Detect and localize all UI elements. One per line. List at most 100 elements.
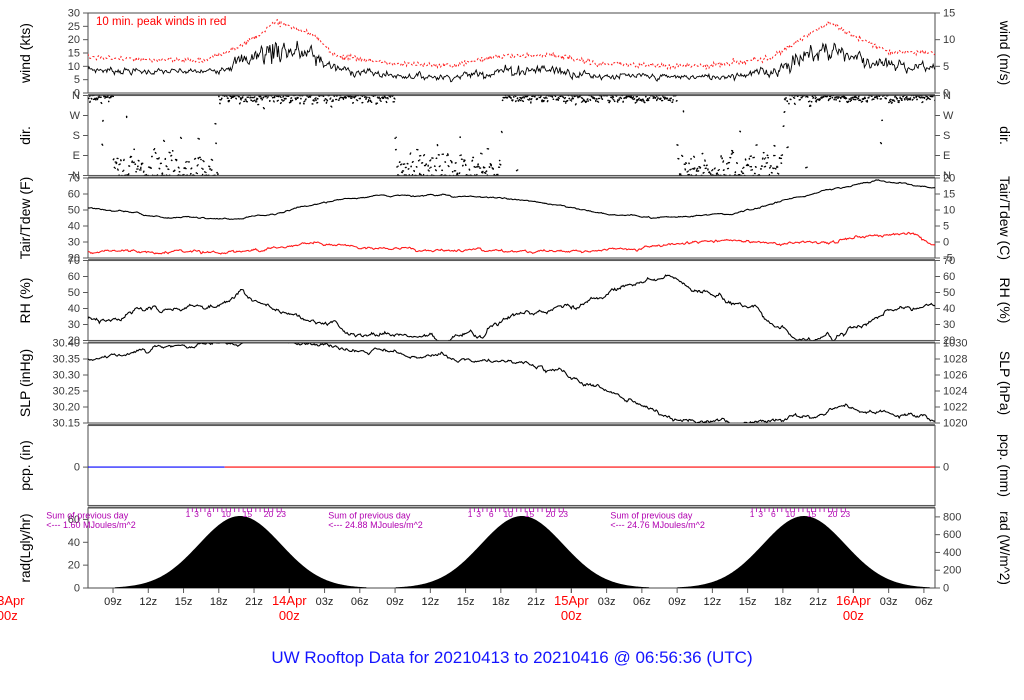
svg-text:18z: 18z: [492, 596, 510, 608]
svg-text:3: 3: [194, 509, 199, 519]
svg-text:12z: 12z: [421, 596, 439, 608]
svg-text:30: 30: [943, 319, 955, 331]
svg-text:16Apr: 16Apr: [836, 593, 871, 608]
svg-text:pcp. (in): pcp. (in): [17, 440, 33, 491]
svg-text:10 min. peak winds in red: 10 min. peak winds in red: [96, 16, 226, 28]
svg-text:21z: 21z: [245, 596, 263, 608]
svg-text:30.30: 30.30: [52, 370, 80, 382]
svg-text:RH (%): RH (%): [997, 278, 1013, 324]
svg-text:70: 70: [68, 255, 80, 267]
svg-text:rad (W/m^2): rad (W/m^2): [997, 511, 1012, 585]
svg-text:30.15: 30.15: [52, 418, 80, 430]
svg-text:1028: 1028: [943, 354, 967, 366]
svg-text:S: S: [943, 130, 950, 142]
svg-text:20: 20: [264, 509, 274, 519]
svg-text:N: N: [72, 90, 80, 102]
svg-text:10: 10: [943, 205, 955, 217]
svg-text:23: 23: [277, 509, 287, 519]
svg-text:1: 1: [186, 509, 191, 519]
svg-text:1030: 1030: [943, 338, 967, 350]
svg-text:1026: 1026: [943, 370, 967, 382]
svg-text:60: 60: [943, 271, 955, 283]
svg-text:15: 15: [525, 509, 535, 519]
svg-text:W: W: [70, 110, 81, 122]
svg-text:1020: 1020: [943, 418, 967, 430]
svg-text:10: 10: [221, 509, 231, 519]
svg-text:06z: 06z: [351, 596, 369, 608]
svg-text:dir.: dir.: [17, 126, 33, 145]
svg-text:70: 70: [943, 255, 955, 267]
svg-text:15: 15: [68, 48, 80, 60]
svg-text:25: 25: [68, 21, 80, 33]
svg-text:pcp. (mm): pcp. (mm): [997, 434, 1013, 497]
svg-text:200: 200: [943, 565, 961, 577]
svg-text:20: 20: [68, 34, 80, 46]
svg-text:15z: 15z: [457, 596, 475, 608]
svg-text:20: 20: [68, 560, 80, 572]
svg-text:1024: 1024: [943, 386, 967, 398]
svg-text:Tair/Tdew (F): Tair/Tdew (F): [17, 177, 33, 259]
svg-text:E: E: [73, 150, 80, 162]
svg-text:600: 600: [943, 529, 961, 541]
svg-text:E: E: [943, 150, 950, 162]
svg-text:S: S: [73, 130, 80, 142]
svg-text:6: 6: [489, 509, 494, 519]
svg-text:800: 800: [943, 511, 961, 523]
svg-text:Sum of previous day: Sum of previous day: [610, 511, 693, 521]
svg-text:30.40: 30.40: [52, 338, 80, 350]
svg-text:Sum of previous day: Sum of previous day: [328, 511, 411, 521]
svg-text:13Apr: 13Apr: [0, 593, 25, 608]
svg-text:20: 20: [828, 509, 838, 519]
svg-text:30.35: 30.35: [52, 354, 80, 366]
svg-text:30.25: 30.25: [52, 386, 80, 398]
svg-text:0: 0: [943, 462, 949, 474]
svg-text:3: 3: [758, 509, 763, 519]
svg-text:00z: 00z: [843, 608, 864, 623]
svg-text:09z: 09z: [104, 596, 122, 608]
svg-text:00z: 00z: [279, 608, 300, 623]
svg-text:21z: 21z: [527, 596, 545, 608]
svg-text:21z: 21z: [809, 596, 827, 608]
svg-text:06z: 06z: [633, 596, 651, 608]
svg-text:40: 40: [68, 537, 80, 549]
svg-text:30: 30: [68, 8, 80, 20]
svg-text:5: 5: [74, 74, 80, 86]
svg-text:03z: 03z: [598, 596, 616, 608]
svg-text:40: 40: [68, 303, 80, 315]
svg-text:<--- 24.88 MJoules/m^2: <--- 24.88 MJoules/m^2: [328, 520, 423, 530]
svg-text:03z: 03z: [316, 596, 334, 608]
svg-text:10: 10: [786, 509, 796, 519]
svg-text:15: 15: [943, 8, 955, 20]
svg-text:SLP (inHg): SLP (inHg): [17, 349, 33, 417]
svg-text:00z: 00z: [0, 608, 18, 623]
svg-text:10: 10: [68, 61, 80, 73]
svg-text:50: 50: [943, 287, 955, 299]
svg-text:15Apr: 15Apr: [554, 593, 589, 608]
svg-text:0: 0: [943, 237, 949, 249]
svg-text:wind (m/s): wind (m/s): [997, 20, 1013, 86]
svg-text:15z: 15z: [739, 596, 757, 608]
svg-text:10: 10: [943, 34, 955, 46]
svg-text:15: 15: [243, 509, 253, 519]
svg-text:0: 0: [74, 462, 80, 474]
svg-text:RH (%): RH (%): [17, 278, 33, 324]
svg-text:6: 6: [207, 509, 212, 519]
svg-text:30: 30: [68, 237, 80, 249]
svg-text:5: 5: [943, 221, 949, 233]
svg-text:UW Rooftop Data for 20210413: UW Rooftop Data for 20210413 to 20210416…: [271, 648, 752, 667]
svg-text:12z: 12z: [704, 596, 722, 608]
svg-text:10: 10: [503, 509, 513, 519]
svg-text:00z: 00z: [561, 608, 582, 623]
svg-text:60: 60: [68, 189, 80, 201]
svg-text:50: 50: [68, 205, 80, 217]
svg-text:Sum of previous day: Sum of previous day: [46, 511, 129, 521]
svg-text:6: 6: [771, 509, 776, 519]
svg-text:N: N: [943, 90, 951, 102]
svg-text:15: 15: [943, 189, 955, 201]
svg-text:<--- 24.76 MJoules/m^2: <--- 24.76 MJoules/m^2: [610, 520, 705, 530]
svg-text:20: 20: [943, 173, 955, 185]
svg-text:40: 40: [68, 221, 80, 233]
svg-text:1: 1: [468, 509, 473, 519]
svg-text:30.20: 30.20: [52, 402, 80, 414]
svg-text:wind (kts): wind (kts): [17, 23, 33, 84]
